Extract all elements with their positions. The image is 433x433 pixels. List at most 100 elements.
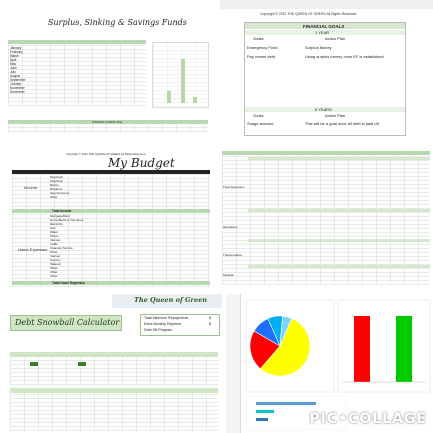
panel5-summary-value-2: $ [209,322,211,326]
panel1-bar-1 [167,91,171,103]
panel1-month: September [10,78,26,82]
pie-slice-1 [259,317,311,377]
panel1-month: March [10,54,19,58]
panel3-income-row: Paycheck [50,179,64,183]
panel3-total-home-row [12,281,210,285]
panel3-expense-row: Internet [50,238,61,242]
hbar-3 [256,418,268,421]
panel4-group-3: Transportation [223,253,243,257]
panel4-group-1: Fixed Expenses [223,185,245,189]
panel5-summary-value-1: $ [209,316,211,320]
panel3-expense-row: Water [50,230,58,234]
panel-savings-funds: Surplus, Sinking & Savings Funds January… [0,0,214,142]
panel3-expense-row: Other [50,266,58,270]
panel2-col-goals-2: Goals [253,113,264,118]
panel4-group-4: Medical [223,273,234,277]
panel2-top-strip [220,0,433,9]
panel4-group-2: Allocations [223,225,238,229]
panel1-month: April [10,58,17,62]
panel1-month-list: January February March April May June July Augu… [10,46,50,94]
panel1-month: July [10,70,16,74]
panel3-expense-row: Internet [50,254,61,258]
panel1-month: October [10,82,22,86]
panel3-expense-row: Other [50,274,58,278]
panel1-sinking-header: SINKING FUNDS (SS) [8,120,208,124]
panel3-income-row: Other [50,195,58,199]
panel3-group-income: Income [24,185,38,190]
panel1-bar-2 [181,59,185,103]
panel4-top-header [222,151,430,155]
panel4-band-3 [248,239,430,242]
panel2-section2: 5 YEARS [315,107,332,112]
panel5-summary-label-2: Extra Monthly Payment [144,322,182,326]
panel5-accent-2 [78,362,86,366]
panel5-debt-table [10,357,218,385]
panel5-schedule-table [10,393,218,431]
panel4-table [222,155,430,285]
bar-2 [396,316,412,382]
panel2-action-2: Using surplus money once EF is establish… [305,54,384,59]
panel1-month: January [10,46,22,50]
panel2-copyright: Copyright © 2021 THE QUEEN OF GREEN All … [260,12,357,16]
panel1-sinking-label: SINKING FUNDS (SS) [92,119,123,124]
panel5-schedule-header [10,388,218,393]
panel4-band-1 [248,157,430,160]
panel3-expense-row: Other [50,270,58,274]
panel2-col-goals: Goals [253,36,264,41]
bar-chart-frame [337,299,431,393]
panel2-title-row [245,23,405,29]
panel1-month: June [10,66,17,70]
panel3-expense-row: Other [50,250,58,254]
panel1-title: Surplus, Sinking & Savings Funds [48,18,187,27]
panel3-total-home: Total Home Expenses [52,281,85,285]
panel5-summary-label-1: Total Minimum Repayments [144,316,189,320]
panel2-action-3: This will be a goal once all debt is pai… [305,121,379,126]
panel5-title-box: Debt Snowball Calculator [10,315,122,331]
panel2-action-1: Surplus Money [305,45,332,50]
panel-debt-snowball: The Queen of Green Debt Snowball Calcula… [0,294,222,433]
panel5-title: Debt Snowball Calculator [15,318,120,327]
panel3-income-row: Bonus [50,183,59,187]
panel6-left-strip [226,294,241,433]
panel1-month: August [10,74,20,78]
bar-1 [354,316,370,382]
panel-my-budget: Copyright © 2021 THE QUEEN OF GREEN All … [0,147,214,289]
panel1-month: December [10,90,25,94]
panel2-col-action-2: Action Plan [325,113,346,118]
panel2-section2-row [245,107,405,112]
panel3-expense-row: Cleaning Service [50,246,73,250]
collage-watermark: PIC•COLLAGE [309,411,427,427]
panel2-goal-1: Emergency Fund [247,45,278,50]
panel1-table [8,44,146,106]
panel-expense-categories: Fixed Expenses Allocations Transportatio… [220,147,433,289]
panel3-total-income: Total Income [52,209,72,213]
hbar-2 [256,410,274,413]
panel3-table [12,174,210,287]
panel4-band-2 [248,209,430,212]
panel3-income-row: Paycheck [50,175,64,179]
panel1-chart [152,42,209,108]
panel5-debt-header [10,352,218,357]
hbar-1 [256,402,316,405]
panel6-chart-svg [245,299,431,431]
panel5-brand: The Queen of Green [134,296,207,304]
panel3-expense-list: Mortgage/Rent Home/Renters Insurance Elect… [50,214,83,278]
panel5-accent-1 [30,362,38,366]
panel4-band-4 [248,265,430,268]
panel1-month: November [10,86,25,90]
panel3-expense-row: Gas [50,226,56,230]
panel2-title: FINANCIAL GOALS [303,24,345,29]
panel2-sheet: FINANCIAL GOALS 1 YEAR Goals Action Plan… [244,22,406,136]
panel3-expense-row: Phone [50,234,59,238]
panel3-total-income-row [12,209,210,213]
panel3-income-list: Paycheck Paycheck Bonus Dividend Spend Incom… [50,175,69,199]
panel5-summary-label-3: Debt Off Program [144,328,173,332]
panel3-header-row [12,170,210,174]
panel1-bar-3 [193,97,197,103]
panel2-goal-2: Pay cream debt [247,54,276,59]
panel3-copyright: Copyright © 2021 THE QUEEN OF GREEN All … [66,152,146,156]
panel1-sinking-table [8,124,208,132]
panel1-header-row [8,40,146,44]
panel2-section1: 1 YEAR [315,30,330,35]
panel5-summary: Total Minimum Repayments $ Extra Monthly… [140,314,220,336]
